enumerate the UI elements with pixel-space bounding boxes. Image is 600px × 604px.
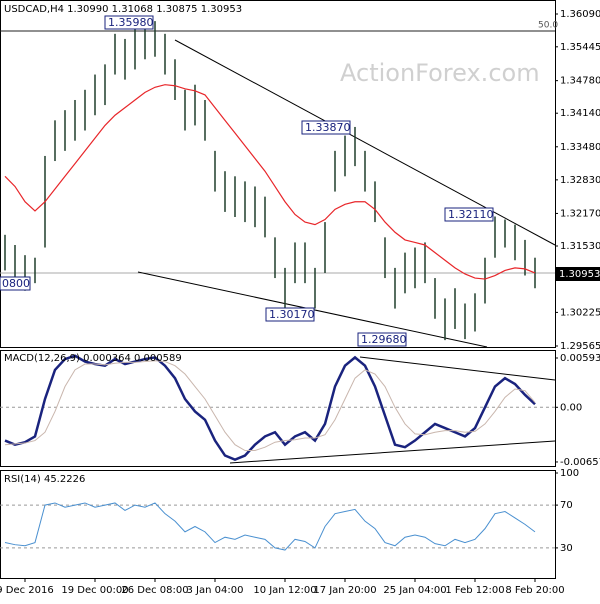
y-tick-label: 1.34780	[560, 76, 600, 87]
y-tick-label: -0.006575	[560, 457, 600, 468]
rsi-title: RSI(14) 45.2226	[4, 474, 85, 485]
y-tick-label: 1.30225	[560, 307, 600, 318]
last-price: 1.30953	[559, 269, 600, 280]
price-panel	[0, 0, 556, 348]
y-tick-label: 1.29565	[560, 341, 600, 352]
x-tick-label: 25 Jan 04:00	[383, 585, 446, 596]
macd-title: MACD(12,26,9) 0.000364 0.000589	[4, 353, 182, 364]
x-tick-label: 1 Feb 12:00	[445, 585, 504, 596]
annotation: 0800	[2, 277, 30, 290]
x-tick-label: 8 Feb 20:00	[505, 585, 564, 596]
macd-panel	[0, 350, 556, 467]
plot-layer	[0, 19, 555, 551]
annotation-box	[444, 207, 494, 222]
y-tick-label: 0.00	[560, 402, 582, 413]
y-tick-label: 1.36090	[560, 9, 600, 20]
annotation-box	[357, 332, 407, 347]
trendline	[229, 440, 556, 464]
y-tick-label: 1.32830	[560, 175, 600, 186]
annotation-box	[265, 307, 315, 322]
y-tick-label: 1.31530	[560, 241, 600, 252]
annotation-box	[301, 120, 351, 135]
chart-title: USDCAD,H4 1.30990 1.31068 1.30875 1.3095…	[4, 4, 242, 15]
x-tick-label: 17 Jan 20:00	[313, 585, 376, 596]
annotation: 1.30170	[269, 308, 315, 321]
trendline	[359, 356, 556, 381]
y-tick-label: 1.33480	[560, 142, 600, 153]
watermark: ActionForex.com	[340, 59, 540, 87]
annotation: 1.32110	[448, 208, 494, 221]
annotation-box	[104, 15, 154, 30]
y-tick-label: 1.35445	[560, 42, 600, 53]
annotation: 1.29680	[361, 333, 407, 346]
fib-label: 50.0	[538, 21, 558, 31]
rsi-panel	[0, 470, 556, 579]
y-tick-label: 1.34140	[560, 108, 600, 119]
annotation: 1.35980	[108, 16, 154, 29]
x-tick-label: 19 Dec 00:00	[61, 585, 128, 596]
x-tick-label: 10 Jan 12:00	[253, 585, 316, 596]
x-tick-label: 9 Dec 2016	[0, 585, 54, 596]
y-tick-label: 70	[560, 500, 573, 511]
y-tick-label: 30	[560, 543, 573, 554]
series-line	[4, 360, 536, 452]
annotation: 1.33870	[305, 121, 351, 134]
last-price-box	[555, 267, 600, 281]
series-line	[4, 84, 536, 280]
y-tick-label: 100	[560, 468, 579, 479]
series-line	[4, 502, 536, 551]
y-tick-label: 1.32170	[560, 208, 600, 219]
annotation-box	[0, 276, 31, 291]
x-tick-label: 26 Dec 08:00	[121, 585, 188, 596]
y-tick-label: 0.00593	[560, 353, 600, 364]
x-tick-label: 3 Jan 04:00	[187, 585, 244, 596]
annotations: 1.35980 1.33870 1.32110 1.30170 1.29680 …	[0, 15, 494, 347]
